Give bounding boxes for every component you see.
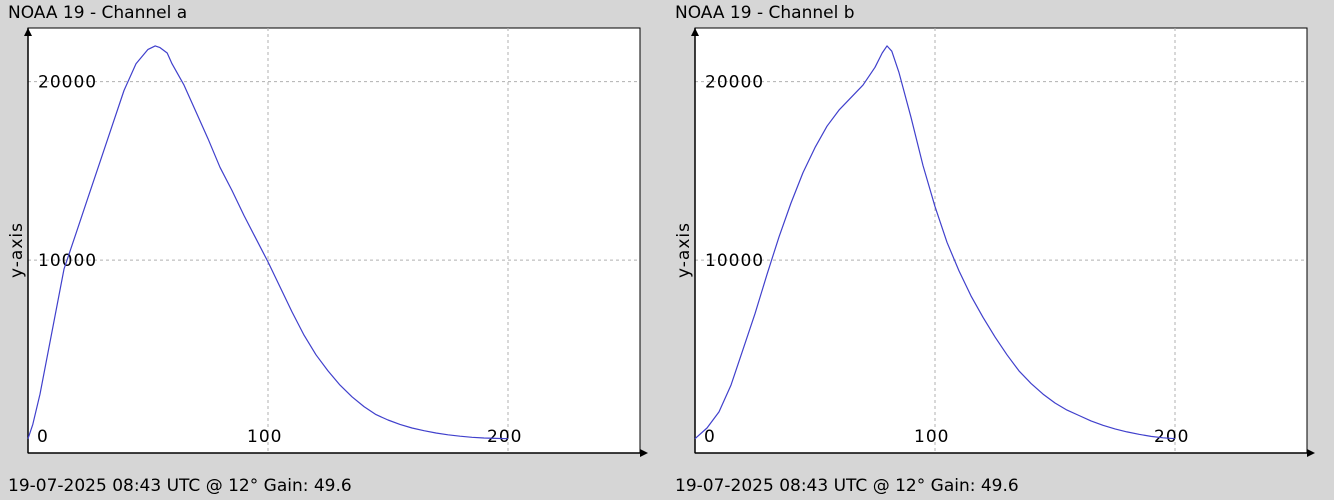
x-tick-label: 100: [247, 427, 282, 447]
y-axis-label: y-axis: [7, 222, 27, 278]
y-tick-label: 10000: [38, 251, 97, 271]
chart-title: NOAA 19 - Channel a: [8, 3, 188, 23]
y-tick-label: 10000: [705, 251, 764, 271]
x-axis-arrow: [1307, 449, 1315, 457]
chart-panel-channel-a: 0 100 200 10000 20000 NOAA 19 - Channel a y-…: [7, 3, 648, 496]
x-tick-label: 200: [1154, 427, 1189, 447]
pass-info-footer: 19-07-2025 08:43 UTC @ 12° Gain: 49.6: [675, 476, 1019, 496]
plot-background: [694, 27, 1308, 454]
plot-area-channel-b: 0 100 200 10000 20000: [691, 27, 1315, 457]
plot-background: [27, 27, 641, 454]
chart-panel-channel-b: 0 100 200 10000 20000 NOAA 19 - Channel b y-…: [667, 0, 1334, 500]
x-axis-arrow: [640, 449, 648, 457]
x-tick-label: 100: [914, 427, 949, 447]
y-axis-arrow: [24, 28, 32, 36]
plot-area-channel-a: 0 100 200 10000 20000: [24, 27, 648, 457]
y-tick-label: 20000: [38, 73, 97, 93]
y-tick-label: 20000: [705, 73, 764, 93]
y-axis-arrow: [691, 28, 699, 36]
x-tick-label: 200: [487, 427, 522, 447]
x-tick-label: 0: [704, 427, 716, 447]
pass-info-footer: 19-07-2025 08:43 UTC @ 12° Gain: 49.6: [8, 476, 352, 496]
series-line: [27, 45, 509, 440]
chart-title: NOAA 19 - Channel b: [675, 3, 855, 23]
x-tick-label: 0: [37, 427, 49, 447]
y-axis-label: y-axis: [674, 222, 694, 278]
series-line: [694, 45, 1176, 440]
